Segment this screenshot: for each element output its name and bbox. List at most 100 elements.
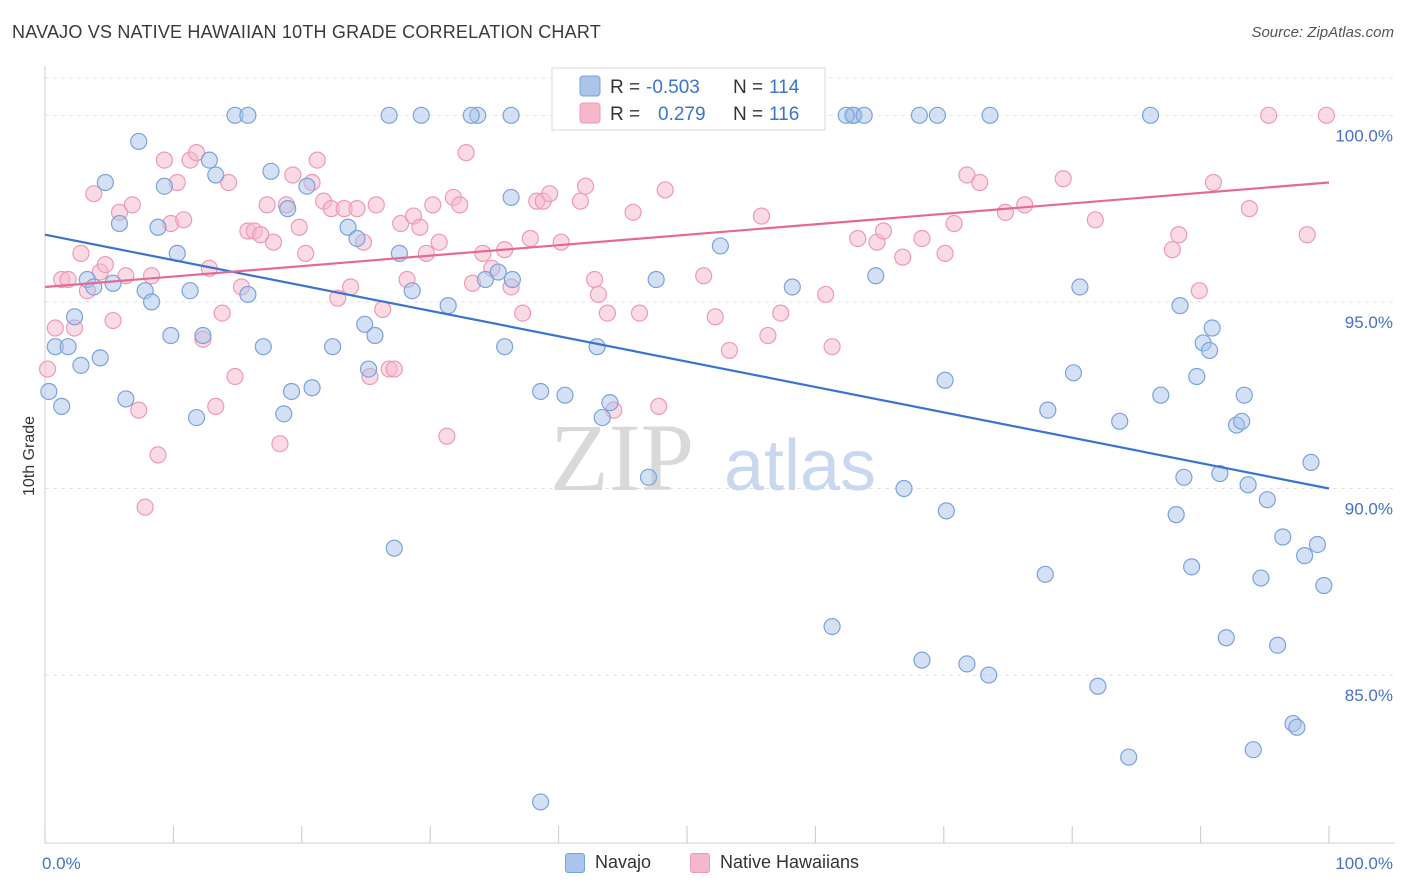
- navajo-point: [532, 793, 550, 811]
- navajo-point: [1308, 535, 1327, 554]
- navajo-point: [1188, 367, 1206, 386]
- navajo-point: [462, 106, 480, 124]
- source-label: Source: ZipAtlas.com: [1251, 24, 1394, 41]
- navajo-point: [439, 297, 457, 315]
- navajo-point: [110, 214, 129, 233]
- hawaiian-point: [1298, 226, 1316, 244]
- hawaiian-point: [541, 185, 559, 203]
- hawaiian-point: [817, 285, 835, 304]
- hawaiian-point: [341, 278, 360, 296]
- hawaiian-point: [123, 196, 141, 214]
- navajo-point: [1200, 341, 1219, 360]
- hawaiian-point: [589, 285, 608, 304]
- navajo-point: [1269, 636, 1287, 654]
- navajo-point: [279, 200, 297, 218]
- hawaiian-point: [695, 267, 713, 285]
- navajo-point: [937, 502, 955, 520]
- watermark: ZIP atlas: [550, 404, 876, 511]
- hawaiian-point: [130, 401, 148, 419]
- chart-title: NAVAJO VS NATIVE HAWAIIAN 10TH GRADE COR…: [12, 22, 601, 42]
- hawaiian-point: [571, 192, 590, 210]
- hawaiian-point: [945, 214, 963, 233]
- navajo-point: [348, 229, 366, 248]
- hawaiian-point: [46, 319, 64, 337]
- navajo-point: [275, 405, 293, 423]
- hawaiian-trend-line: [44, 181, 1330, 289]
- hawaiian-point: [576, 177, 595, 195]
- hawaiian-point: [656, 181, 674, 199]
- navajo-point: [91, 349, 109, 367]
- navajo-n-label: N =: [733, 77, 763, 98]
- hawaiian-point: [451, 196, 469, 214]
- hawaiian-point: [187, 144, 206, 162]
- hawaiian-legend-swatch: [579, 102, 601, 124]
- navajo-point: [895, 479, 913, 498]
- navajo-point: [1089, 677, 1107, 695]
- watermark-zip: ZIP: [550, 404, 694, 511]
- hawaiian-point: [38, 360, 57, 378]
- navajo-point: [104, 274, 122, 292]
- navajo-point: [1296, 547, 1314, 565]
- hawaiian-point: [894, 248, 912, 266]
- hawaiian-point: [823, 338, 841, 356]
- navajo-point: [588, 338, 606, 356]
- navajo-point: [366, 326, 384, 345]
- hawaiian-point: [1317, 106, 1336, 124]
- hawaiian-point: [226, 367, 244, 386]
- hawaiian-point: [424, 196, 442, 214]
- hawaiian-point: [1260, 106, 1278, 124]
- y-tick-label: 100.0%: [1335, 126, 1393, 145]
- navajo-point: [823, 617, 841, 636]
- navajo-point: [162, 326, 180, 345]
- navajo-point: [1233, 412, 1251, 430]
- hawaiian-point: [849, 229, 867, 248]
- hawaiian-point: [936, 244, 954, 262]
- hawaiian-point: [104, 311, 122, 330]
- hawaiian-point: [514, 304, 532, 322]
- navajo-point: [556, 386, 574, 404]
- legend-item-native-hawaiians: Native Hawaiians: [690, 852, 859, 873]
- navajo-point: [1274, 528, 1292, 546]
- hawaiian-point: [213, 304, 231, 322]
- hawaiian-point: [59, 270, 77, 289]
- hawaiian-point: [96, 255, 114, 274]
- navajo-point: [298, 177, 316, 195]
- hawaiian-point: [348, 200, 366, 218]
- navajo-point: [339, 218, 357, 236]
- navajo-point: [980, 666, 998, 684]
- navajo-point: [639, 468, 658, 486]
- hawaiian-point: [290, 218, 308, 236]
- navajo-point: [96, 173, 114, 192]
- navajo-point: [239, 285, 257, 304]
- navajo-point: [1239, 476, 1257, 494]
- navajo-point: [85, 278, 103, 296]
- navajo-point: [207, 166, 225, 184]
- navajo-point: [1315, 576, 1333, 595]
- navajo-point: [647, 270, 665, 289]
- hawaiian-point: [85, 185, 103, 203]
- navajo-point: [403, 282, 421, 300]
- hawaiian-point: [1170, 226, 1188, 244]
- navajo-point: [412, 106, 430, 124]
- navajo-point: [867, 267, 885, 285]
- y-tick-label: 90.0%: [1345, 499, 1393, 518]
- navajo-point: [262, 162, 280, 180]
- navajo-point: [928, 106, 946, 124]
- hawaiian-point: [706, 308, 724, 326]
- navajo-point: [1071, 278, 1089, 296]
- x-tick-label: 0.0%: [42, 854, 81, 873]
- navajo-point: [1141, 106, 1160, 124]
- navajo-point: [356, 315, 374, 333]
- navajo-point: [117, 390, 135, 408]
- hawaiian-point: [720, 341, 738, 360]
- legend-item-navajo: Navajo: [565, 852, 651, 873]
- hawaiian-point: [913, 229, 931, 248]
- navajo-legend-swatch: [579, 75, 601, 97]
- navajo-point: [385, 539, 403, 557]
- navajo-point: [936, 371, 954, 389]
- x-tick-label: 100.0%: [1335, 854, 1393, 873]
- navajo-point: [476, 270, 495, 289]
- hawaiian-point: [430, 233, 448, 251]
- y-axis-title: 10th Grade: [21, 416, 38, 496]
- navajo-point: [187, 408, 206, 427]
